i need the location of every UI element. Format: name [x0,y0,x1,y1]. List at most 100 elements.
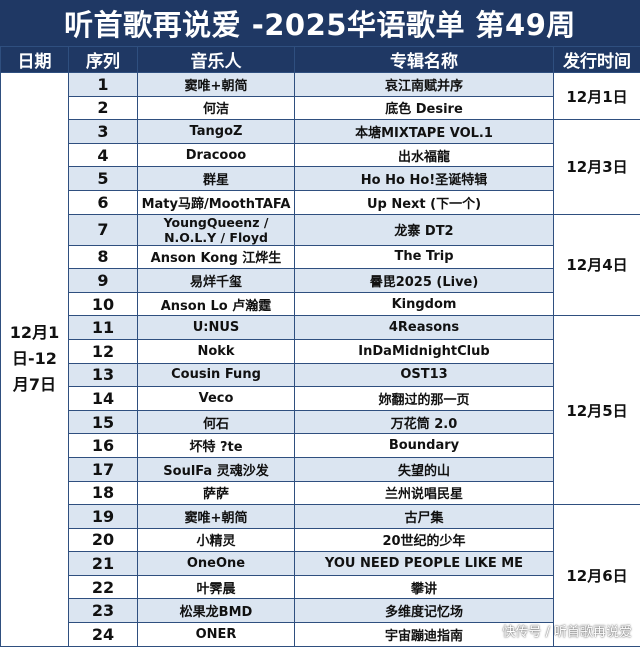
rank-cell: 1 [69,73,138,97]
rank-cell: 16 [69,434,138,458]
album-cell: 攀讲 [295,575,554,599]
rank-cell: 23 [69,599,138,623]
album-cell: 20世纪的少年 [295,528,554,552]
artist-cell: 叶霁晨 [138,575,295,599]
album-cell: 本塘MIXTAPE VOL.1 [295,120,554,144]
header-release: 发行时间 [554,47,640,73]
album-cell: 万花筒 2.0 [295,410,554,434]
release-date-cell: 12月4日 [554,214,640,316]
album-cell: InDaMidnightClub [295,339,554,363]
artist-cell: 何洁 [138,96,295,120]
rank-cell: 6 [69,190,138,214]
rank-cell: 12 [69,339,138,363]
header-album: 专辑名称 [295,47,554,73]
album-cell: 妳翻过的那一页 [295,387,554,411]
artist-cell: Cousin Fung [138,363,295,387]
rank-cell: 7 [69,214,138,245]
rank-cell: 2 [69,96,138,120]
rank-cell: 17 [69,457,138,481]
album-cell: The Trip [295,245,554,269]
rank-cell: 11 [69,316,138,340]
album-cell: 龙寨 DT2 [295,214,554,245]
album-cell: 多维度记忆场 [295,599,554,623]
rank-cell: 24 [69,623,138,647]
rank-cell: 22 [69,575,138,599]
album-cell: Boundary [295,434,554,458]
header-rank: 序列 [69,47,138,73]
artist-cell: Anson Lo 卢瀚霆 [138,292,295,316]
artist-cell: 群星 [138,167,295,191]
rank-cell: 19 [69,505,138,529]
album-cell: 底色 Desire [295,96,554,120]
album-cell: YOU NEED PEOPLE LIKE ME [295,552,554,576]
release-date-cell: 12月3日 [554,120,640,214]
artist-cell: Maty马蹄/MoothTAFA [138,190,295,214]
release-date-cell: 12月5日 [554,316,640,505]
artist-cell: 松果龙BMD [138,599,295,623]
artist-cell: YoungQueenz / N.O.L.Y / Floyd [138,214,295,245]
artist-cell: Dracooo [138,143,295,167]
page-title: 听首歌再说爱 -2025华语歌单 第49周 [0,0,640,46]
rank-cell: 9 [69,269,138,293]
header-artist: 音乐人 [138,47,295,73]
rank-cell: 15 [69,410,138,434]
album-cell: Kingdom [295,292,554,316]
watermark: 快传号 / 听首歌再说爱 [502,621,632,640]
release-date-cell: 12月1日 [554,73,640,120]
artist-cell: 坏特 ?te [138,434,295,458]
header-date: 日期 [1,47,69,73]
album-cell: 兰州说唱民星 [295,481,554,505]
artist-cell: 窦唯+朝简 [138,505,295,529]
album-cell: 謈毘2025 (Live) [295,269,554,293]
rank-cell: 3 [69,120,138,144]
album-cell: 古尸集 [295,505,554,529]
rank-cell: 21 [69,552,138,576]
rank-cell: 18 [69,481,138,505]
artist-cell: SoulFa 灵魂沙发 [138,457,295,481]
artist-cell: Veco [138,387,295,411]
artist-cell: Anson Kong 江烨生 [138,245,295,269]
album-cell: Ho Ho Ho!圣诞特辑 [295,167,554,191]
album-cell: OST13 [295,363,554,387]
rank-cell: 10 [69,292,138,316]
album-cell: 出水福龍 [295,143,554,167]
artist-cell: 小精灵 [138,528,295,552]
artist-cell: Nokk [138,339,295,363]
artist-cell: 易烊千玺 [138,269,295,293]
date-range-cell: 12月1日-12月7日 [1,73,69,647]
artist-cell: OneOne [138,552,295,576]
artist-cell: U:NUS [138,316,295,340]
artist-cell: 何石 [138,410,295,434]
artist-cell: ONER [138,623,295,647]
rank-cell: 5 [69,167,138,191]
album-cell: 失望的山 [295,457,554,481]
header-row: 日期 序列 音乐人 专辑名称 发行时间 [1,47,640,73]
rank-cell: 14 [69,387,138,411]
artist-cell: TangoZ [138,120,295,144]
album-cell: 哀江南赋并序 [295,73,554,97]
rank-cell: 20 [69,528,138,552]
album-cell: 4Reasons [295,316,554,340]
rank-cell: 4 [69,143,138,167]
